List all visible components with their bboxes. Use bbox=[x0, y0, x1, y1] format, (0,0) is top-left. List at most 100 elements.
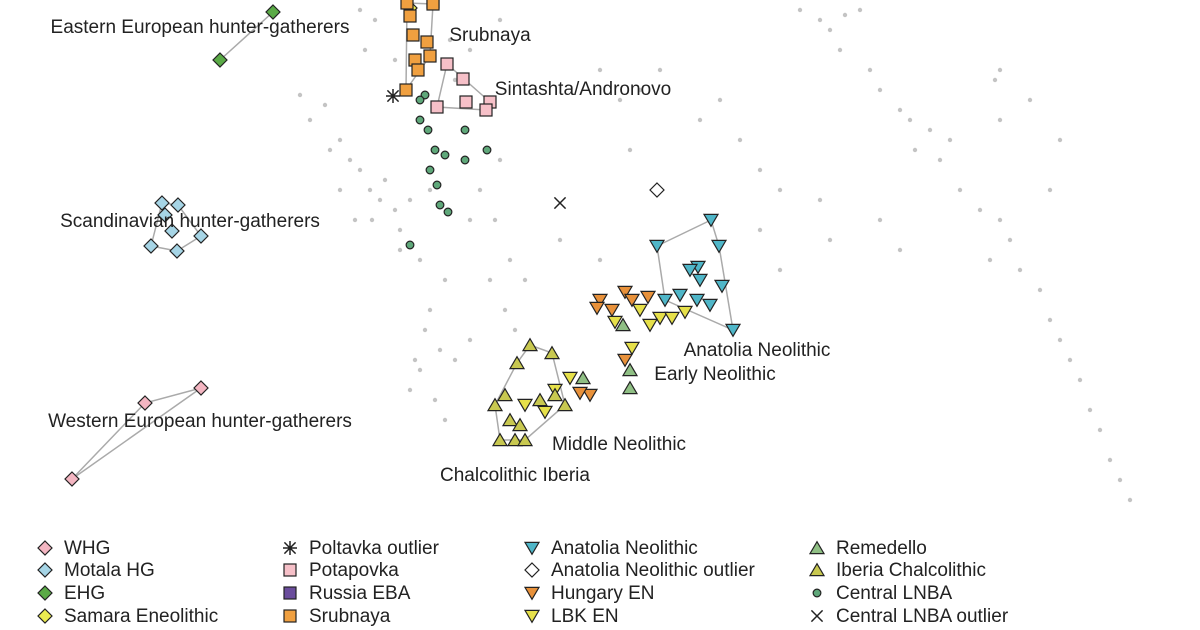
point bbox=[627, 147, 633, 153]
point bbox=[797, 7, 803, 13]
point bbox=[435, 200, 445, 210]
point bbox=[867, 67, 873, 73]
point bbox=[486, 397, 504, 412]
point bbox=[649, 182, 665, 198]
point bbox=[702, 213, 720, 228]
point bbox=[1037, 287, 1043, 293]
point bbox=[423, 125, 433, 135]
point bbox=[621, 380, 639, 395]
point bbox=[1017, 267, 1023, 273]
point bbox=[337, 187, 343, 193]
point bbox=[877, 217, 883, 223]
point bbox=[362, 47, 368, 53]
point bbox=[1047, 317, 1053, 323]
legend-entry: WHG bbox=[37, 538, 110, 559]
legend-entry: Anatolia Neolithic outlier bbox=[524, 560, 756, 581]
point-stroke bbox=[553, 196, 567, 210]
point bbox=[681, 263, 699, 278]
point bbox=[623, 341, 641, 356]
point bbox=[460, 125, 470, 135]
point bbox=[810, 609, 824, 623]
point bbox=[482, 145, 492, 155]
annotation: Eastern European hunter-gatherers bbox=[51, 17, 350, 38]
point bbox=[571, 386, 589, 401]
point bbox=[808, 562, 826, 577]
point bbox=[657, 67, 663, 73]
legend-label: Central LNBA bbox=[836, 583, 952, 604]
point bbox=[701, 298, 719, 313]
point bbox=[164, 223, 180, 239]
point bbox=[437, 347, 443, 353]
annotation: Early Neolithic bbox=[654, 364, 775, 385]
point bbox=[574, 370, 592, 385]
point bbox=[737, 137, 743, 143]
point bbox=[697, 117, 703, 123]
point bbox=[386, 89, 400, 103]
point bbox=[724, 323, 742, 338]
point bbox=[1107, 457, 1113, 463]
point bbox=[1117, 477, 1123, 483]
point bbox=[957, 187, 963, 193]
point bbox=[671, 288, 689, 303]
point bbox=[837, 47, 843, 53]
point bbox=[777, 267, 783, 273]
point bbox=[511, 417, 529, 432]
point bbox=[143, 238, 159, 254]
legend-entry: Srubnaya bbox=[283, 606, 391, 627]
point bbox=[430, 145, 440, 155]
point-stroke bbox=[283, 541, 297, 555]
point bbox=[717, 97, 723, 103]
point bbox=[426, 0, 440, 11]
point bbox=[459, 95, 473, 109]
point bbox=[757, 227, 763, 233]
point bbox=[432, 397, 438, 403]
point bbox=[641, 318, 659, 333]
point bbox=[997, 67, 1003, 73]
point bbox=[522, 277, 528, 283]
point bbox=[415, 115, 425, 125]
point bbox=[425, 165, 435, 175]
point bbox=[523, 586, 541, 601]
point bbox=[497, 157, 503, 163]
point bbox=[64, 471, 80, 487]
annotation: Chalcolithic Iberia bbox=[440, 465, 590, 486]
legend-entry: Iberia Chalcolithic bbox=[808, 560, 986, 581]
point bbox=[521, 337, 539, 352]
point bbox=[713, 279, 731, 294]
point bbox=[497, 17, 503, 23]
legend-label: Hungary EN bbox=[551, 583, 655, 604]
point bbox=[407, 197, 413, 203]
point bbox=[382, 177, 388, 183]
point bbox=[1077, 377, 1083, 383]
point bbox=[427, 307, 433, 313]
point bbox=[827, 27, 833, 33]
point bbox=[808, 540, 826, 555]
point bbox=[543, 345, 561, 360]
point bbox=[516, 398, 534, 413]
point bbox=[524, 562, 540, 578]
point bbox=[1057, 137, 1063, 143]
point bbox=[392, 207, 398, 213]
point bbox=[842, 12, 848, 18]
point bbox=[496, 387, 514, 402]
point bbox=[507, 257, 513, 263]
legend-entry: Hungary EN bbox=[523, 583, 655, 604]
point bbox=[912, 147, 918, 153]
legend-entry: Anatolia Neolithic bbox=[523, 538, 698, 559]
point bbox=[193, 228, 209, 244]
point bbox=[377, 197, 383, 203]
point bbox=[456, 72, 470, 86]
point bbox=[399, 83, 413, 97]
point bbox=[1057, 337, 1063, 343]
point bbox=[170, 197, 186, 213]
point bbox=[603, 303, 621, 318]
legend-entry: Samara Eneolithic bbox=[37, 606, 218, 627]
point bbox=[137, 395, 153, 411]
point bbox=[327, 147, 333, 153]
point-stroke bbox=[810, 609, 824, 623]
point bbox=[1007, 237, 1013, 243]
point bbox=[817, 197, 823, 203]
point bbox=[440, 57, 454, 71]
point bbox=[663, 311, 681, 326]
point bbox=[531, 392, 549, 407]
